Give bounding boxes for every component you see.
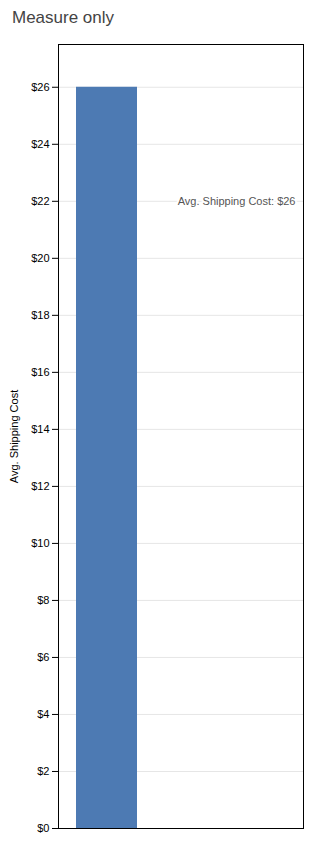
svg-text:$8: $8 bbox=[37, 594, 49, 606]
svg-text:$26: $26 bbox=[31, 81, 49, 93]
svg-text:$10: $10 bbox=[31, 537, 49, 549]
svg-text:$24: $24 bbox=[31, 138, 49, 150]
svg-text:$2: $2 bbox=[37, 765, 49, 777]
svg-text:$18: $18 bbox=[31, 309, 49, 321]
svg-text:$4: $4 bbox=[37, 708, 49, 720]
svg-text:Avg. Shipping Cost: Avg. Shipping Cost bbox=[8, 390, 20, 483]
html-text:Measure only: Measure only bbox=[12, 8, 115, 27]
svg-text:$12: $12 bbox=[31, 480, 49, 492]
svg-text:$14: $14 bbox=[31, 423, 49, 435]
svg-text:$6: $6 bbox=[37, 651, 49, 663]
svg-text:$16: $16 bbox=[31, 366, 49, 378]
svg-text:$22: $22 bbox=[31, 195, 49, 207]
svg-text:Avg. Shipping Cost: $26: Avg. Shipping Cost: $26 bbox=[178, 195, 296, 207]
svg-text:$0: $0 bbox=[37, 822, 49, 834]
svg-text:$20: $20 bbox=[31, 252, 49, 264]
